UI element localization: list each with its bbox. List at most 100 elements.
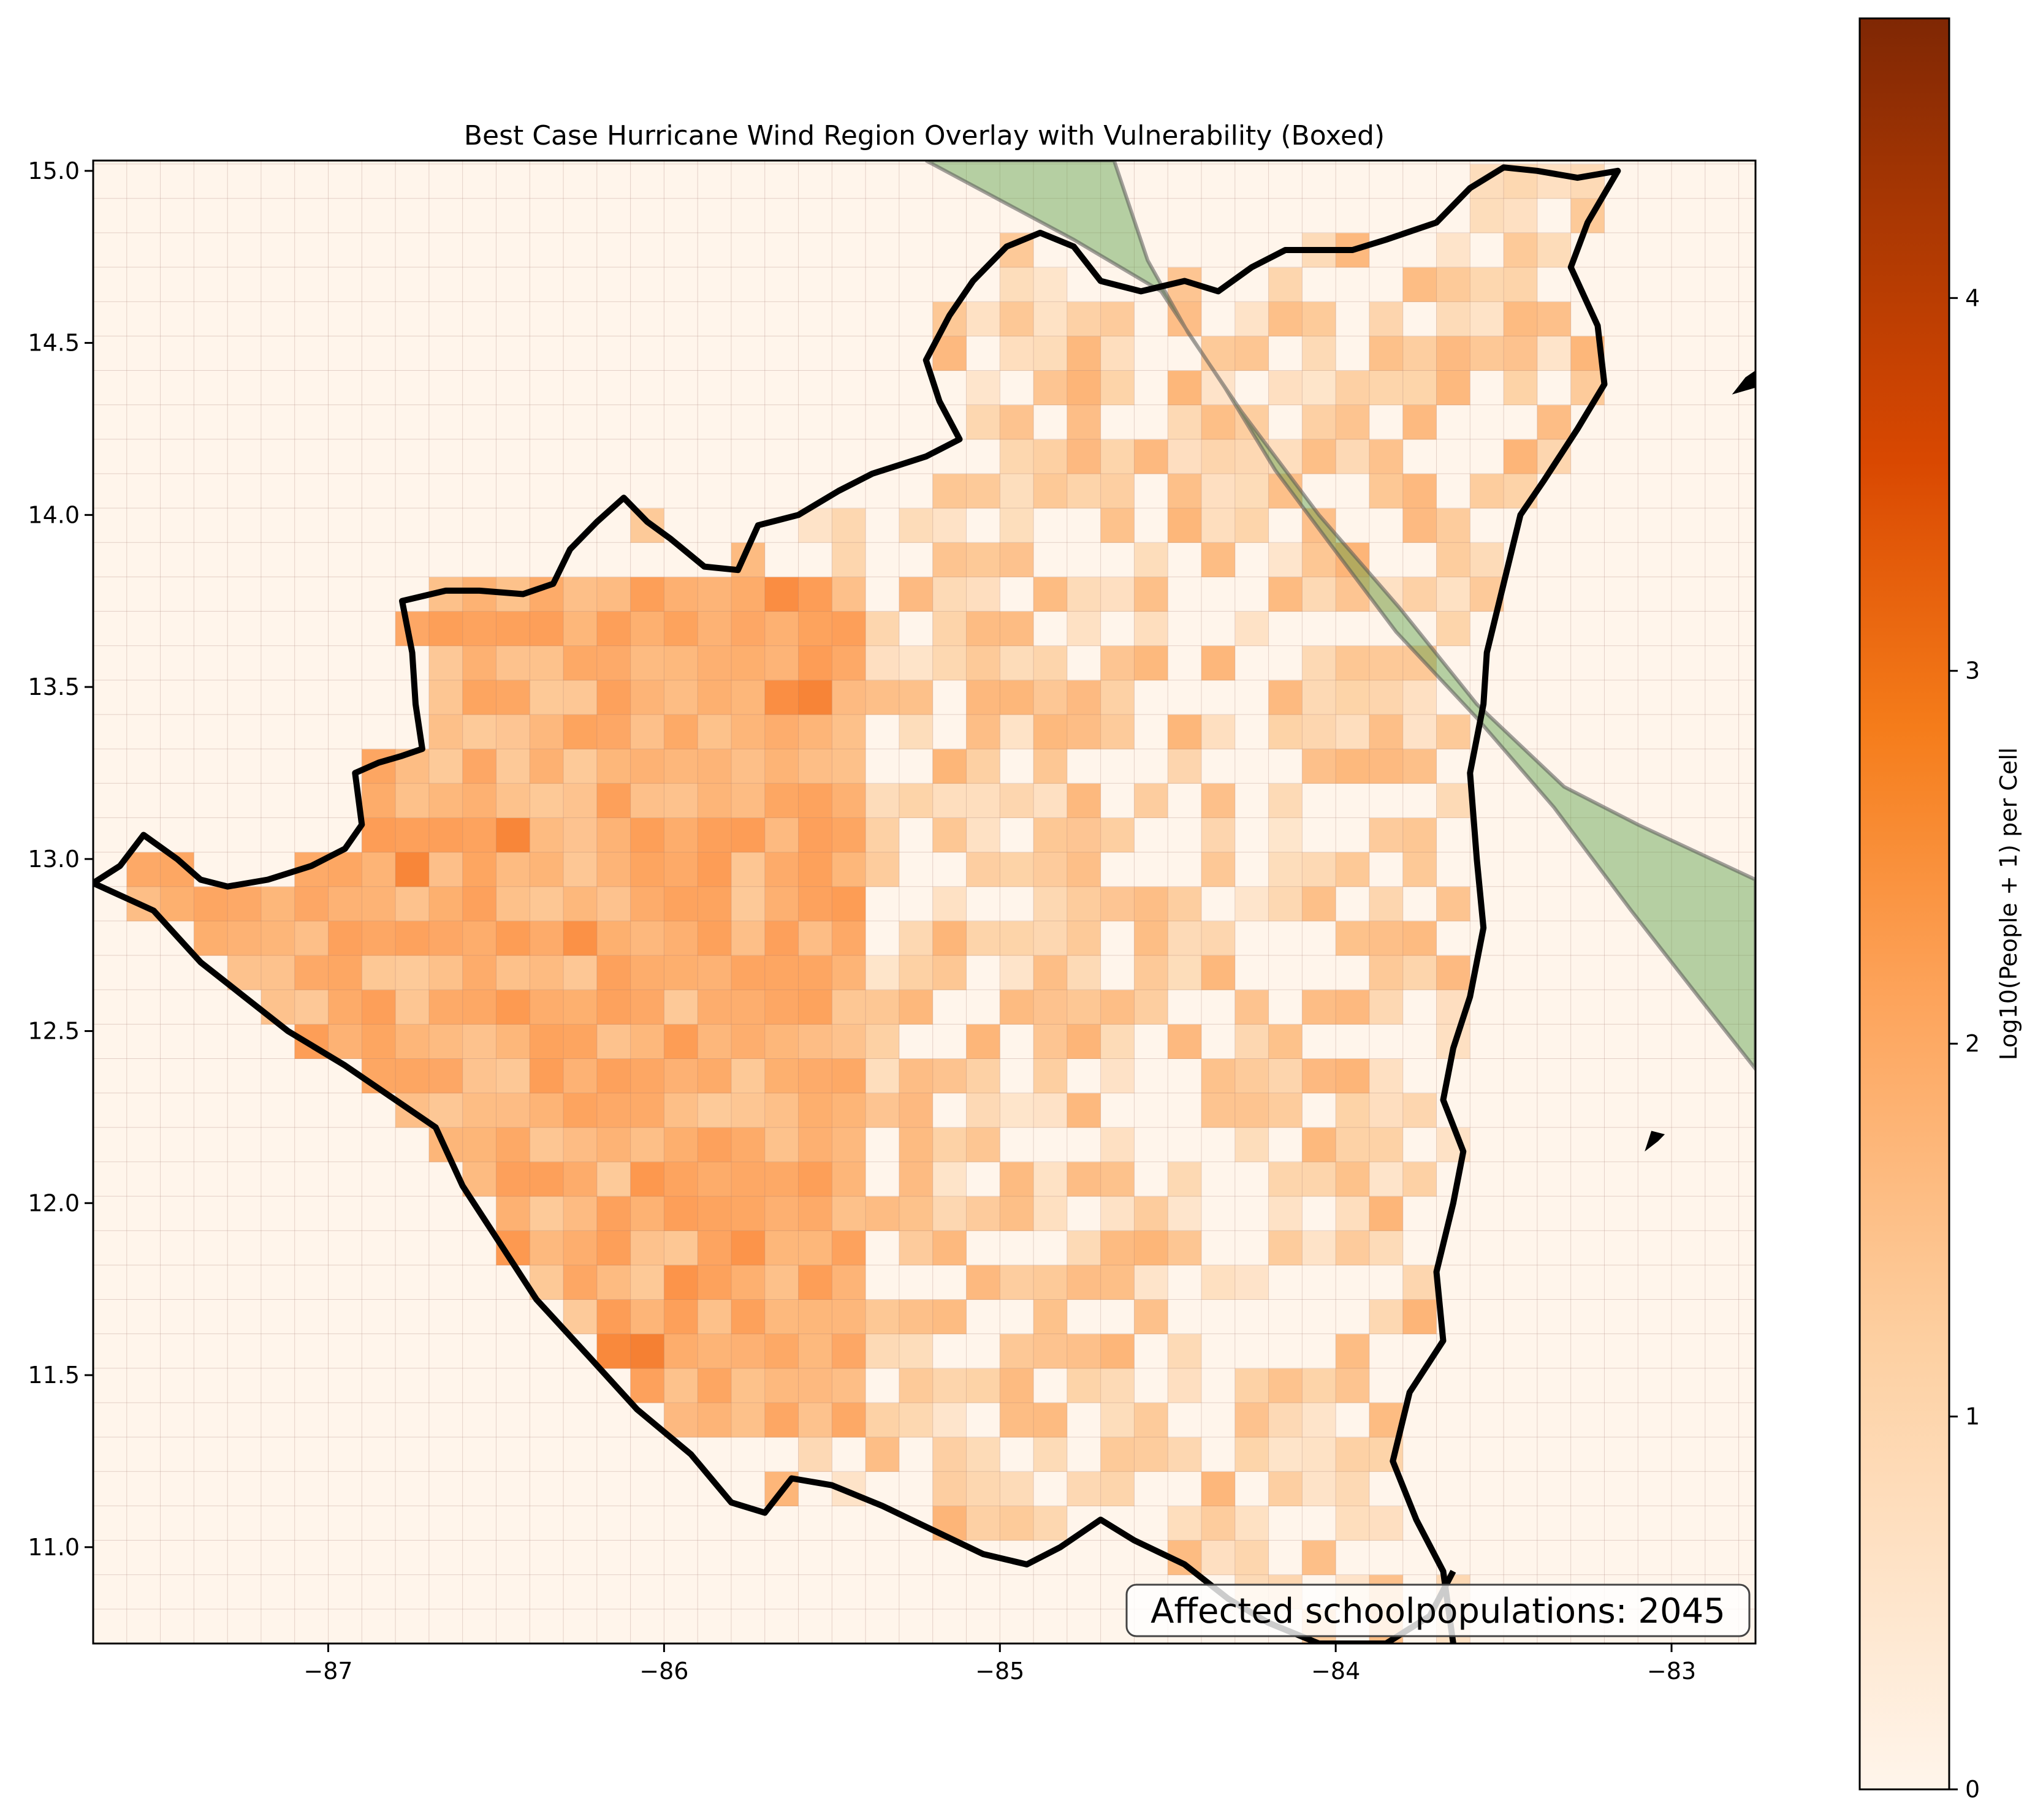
heatmap-cell (1638, 164, 1672, 199)
heatmap-cell (1705, 474, 1740, 509)
heatmap-cell (865, 611, 900, 646)
heatmap-cell (1672, 232, 1706, 268)
heatmap-cell (1033, 990, 1068, 1025)
heatmap-cells (93, 161, 1755, 1644)
heatmap-cell (1302, 336, 1336, 371)
heatmap-cell (664, 1093, 698, 1128)
heatmap-cell (630, 404, 664, 440)
heatmap-cell (1604, 1471, 1638, 1506)
heatmap-cell (1302, 1093, 1336, 1128)
heatmap-cell (1201, 990, 1236, 1025)
heatmap-cell (1234, 577, 1269, 612)
y-tick-label: 11.0 (28, 1534, 80, 1561)
heatmap-cell (126, 920, 161, 956)
heatmap-cell (1067, 1299, 1101, 1335)
heatmap-cell (966, 301, 1000, 336)
heatmap-cell (530, 232, 564, 268)
heatmap-cell (832, 1127, 866, 1162)
heatmap-cell (530, 715, 564, 749)
heatmap-cell (731, 232, 766, 268)
heatmap-cell (1000, 611, 1034, 646)
heatmap-cell (865, 1403, 900, 1438)
heatmap-cell (462, 886, 497, 922)
heatmap-cell (899, 645, 934, 681)
heatmap-cell (194, 1333, 228, 1369)
heatmap-cell (596, 990, 631, 1025)
heatmap-cell (563, 1196, 598, 1231)
heatmap-cell (1134, 198, 1168, 233)
heatmap-cell (294, 1574, 329, 1610)
heatmap-cell (126, 198, 161, 233)
heatmap-cell (1436, 370, 1470, 406)
heatmap-cell (1336, 1024, 1370, 1059)
heatmap-cell (1402, 990, 1437, 1025)
heatmap-cell (731, 886, 766, 922)
heatmap-cell (698, 1196, 732, 1231)
heatmap-cell (664, 232, 698, 268)
heatmap-cell (1201, 1196, 1236, 1231)
heatmap-cell (530, 955, 564, 990)
heatmap-cell (1402, 1161, 1437, 1197)
heatmap-cell (899, 474, 934, 509)
heatmap-cell (1504, 1196, 1538, 1231)
heatmap-cell (563, 1058, 598, 1094)
heatmap-cell (1201, 611, 1236, 646)
heatmap-cell (698, 817, 732, 853)
heatmap-cell (1168, 715, 1202, 749)
heatmap-cell (496, 1024, 530, 1059)
heatmap-cell (1470, 1403, 1504, 1438)
heatmap-cell (1504, 611, 1538, 646)
heatmap-cell (630, 1024, 664, 1059)
heatmap-cell (1369, 1506, 1404, 1541)
heatmap-cell (1738, 301, 1755, 336)
heatmap-cell (1201, 1368, 1236, 1403)
heatmap-cell (362, 1403, 396, 1438)
heatmap-cell (1100, 161, 1135, 165)
heatmap-cell (698, 886, 732, 922)
heatmap-cell (1504, 783, 1538, 818)
heatmap-cell (1100, 1437, 1135, 1472)
heatmap-cell (227, 611, 262, 646)
heatmap-cell (1168, 1230, 1202, 1265)
heatmap-cell (328, 1506, 362, 1541)
heatmap-cell (1504, 1506, 1538, 1541)
heatmap-cell (1604, 990, 1638, 1025)
heatmap-cell (261, 439, 295, 474)
heatmap-cell (1000, 542, 1034, 577)
heatmap-cell (362, 439, 396, 474)
heatmap-cell (160, 1196, 194, 1231)
heatmap-cell (194, 439, 228, 474)
heatmap-cell (530, 1196, 564, 1231)
heatmap-cell (698, 1230, 732, 1265)
heatmap-cell (294, 542, 329, 577)
heatmap-cell (496, 1161, 530, 1197)
heatmap-cell (1033, 1058, 1068, 1094)
heatmap-cell (832, 577, 866, 612)
heatmap-cell (227, 439, 262, 474)
heatmap-cell (1067, 715, 1101, 749)
heatmap-cell (462, 1506, 497, 1541)
heatmap-cell (764, 370, 799, 406)
heatmap-cell (1537, 990, 1572, 1025)
heatmap-cell (698, 370, 732, 406)
heatmap-cell (1672, 1403, 1706, 1438)
heatmap-cell (462, 852, 497, 887)
heatmap-cell (1168, 611, 1202, 646)
heatmap-cell (932, 1368, 967, 1403)
heatmap-cell (596, 611, 631, 646)
heatmap-cell (1504, 301, 1538, 336)
heatmap-cell (1470, 1368, 1504, 1403)
heatmap-cell (563, 439, 598, 474)
heatmap-cell (1672, 336, 1706, 371)
heatmap-cell (1336, 161, 1370, 165)
heatmap-cell (932, 920, 967, 956)
heatmap-cell (395, 1437, 430, 1472)
heatmap-cell (1302, 1058, 1336, 1094)
heatmap-cell (395, 370, 430, 406)
heatmap-cell (1067, 301, 1101, 336)
heatmap-cell (328, 920, 362, 956)
heatmap-cell (1738, 680, 1755, 715)
heatmap-cell (194, 680, 228, 715)
heatmap-cell (194, 1230, 228, 1265)
heatmap-cell (227, 1437, 262, 1472)
